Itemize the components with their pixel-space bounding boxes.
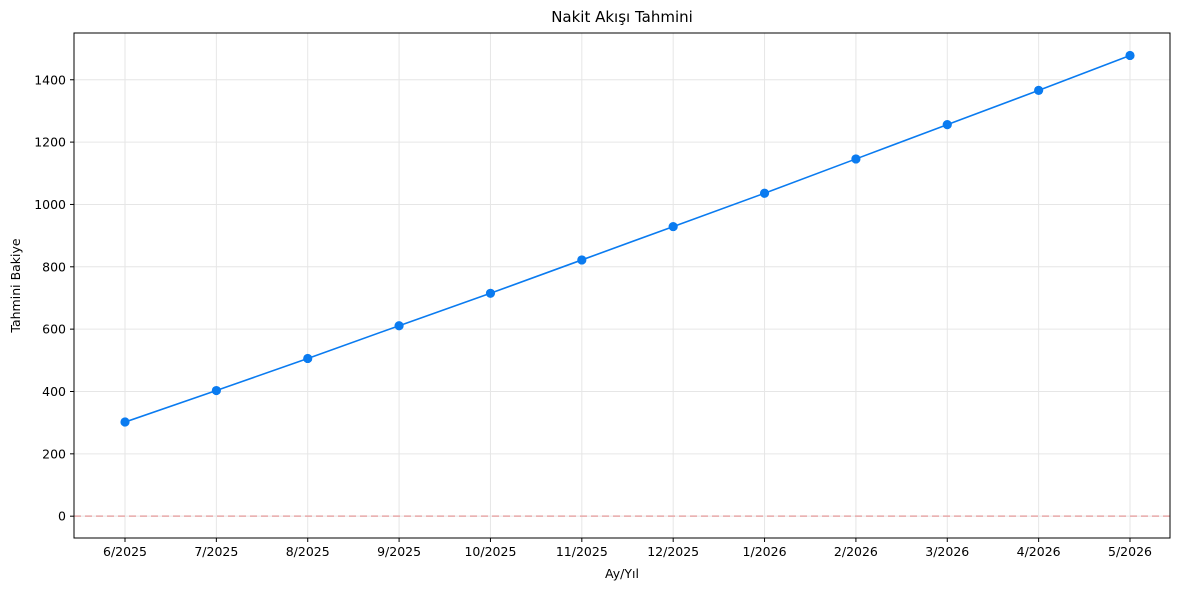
x-tick-label: 2/2026	[834, 544, 878, 559]
data-point	[759, 188, 770, 198]
x-axis-label: Ay/Yıl	[605, 566, 639, 581]
data-point	[668, 221, 678, 232]
x-tick-label: 8/2025	[286, 544, 330, 559]
x-tick-label: 4/2026	[1017, 544, 1061, 559]
y-tick-label: 1400	[34, 72, 66, 87]
x-tick-label: 12/2025	[647, 544, 699, 559]
y-axis-ticks: 0 200 400 600 800 1000 1200 1400	[34, 72, 74, 524]
y-tick-label: 1200	[34, 135, 66, 150]
data-point	[120, 417, 130, 427]
y-tick-label: 600	[42, 322, 66, 337]
x-tick-label: 3/2026	[925, 544, 969, 559]
y-tick-label: 0	[58, 509, 66, 524]
data-point	[485, 288, 496, 298]
x-tick-label: 11/2025	[556, 544, 608, 559]
y-axis-label: Tahmini Bakiye	[8, 238, 23, 334]
data-point	[942, 120, 952, 130]
data-point	[1034, 85, 1044, 95]
x-tick-label: 9/2025	[377, 544, 421, 559]
grid	[74, 33, 1170, 538]
x-tick-label: 6/2025	[103, 544, 147, 559]
data-point	[577, 255, 587, 265]
data-point	[851, 154, 861, 164]
series-line	[124, 54, 1131, 423]
data-point	[1125, 50, 1135, 61]
chart-title: Nakit Akışı Tahmini	[551, 8, 693, 26]
data-point	[394, 321, 404, 331]
y-tick-label: 1000	[34, 197, 66, 212]
y-tick-label: 800	[42, 259, 66, 274]
y-tick-label: 200	[42, 446, 66, 461]
plot-frame	[73, 32, 1171, 539]
x-tick-label: 5/2026	[1108, 544, 1152, 559]
y-tick-label: 400	[42, 384, 66, 399]
data-points	[120, 50, 1135, 427]
x-tick-label: 10/2025	[464, 544, 516, 559]
data-point	[303, 353, 313, 364]
x-tick-label: 1/2026	[743, 544, 787, 559]
series-line-group	[124, 54, 1131, 423]
x-tick-label: 7/2025	[194, 544, 238, 559]
x-axis-ticks: 6/2025 7/2025 8/2025 9/2025 10/2025 11/2025 12…	[103, 538, 1152, 559]
data-point	[211, 385, 221, 396]
